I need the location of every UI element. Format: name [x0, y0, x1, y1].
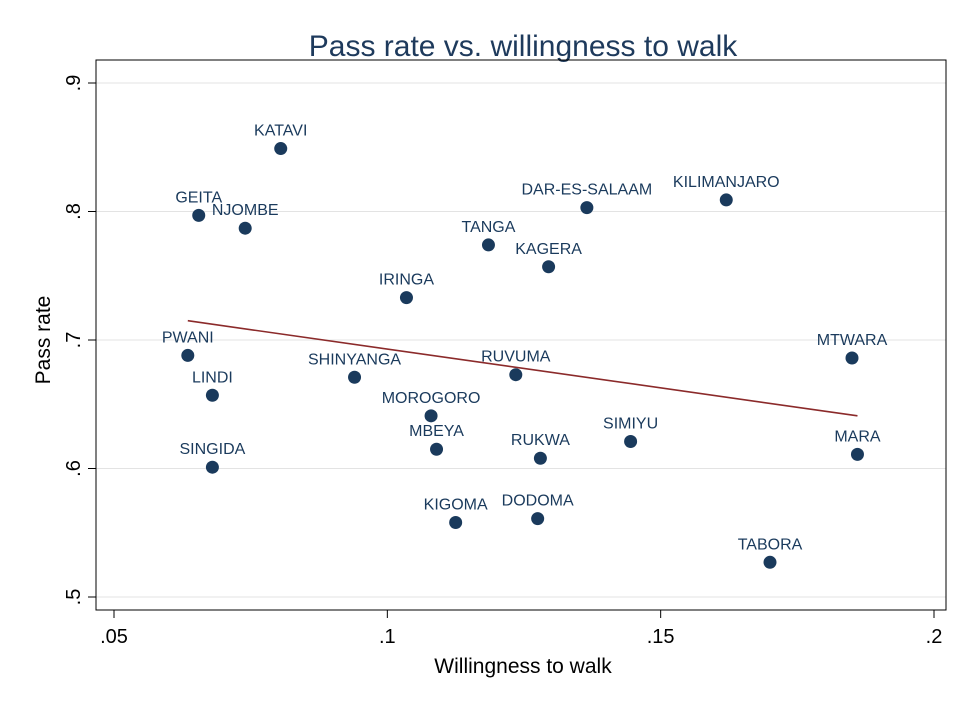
chart-title: Pass rate vs. willingness to walk — [309, 30, 738, 63]
data-point-label: SINGIDA — [180, 441, 246, 458]
x-tick-label: .05 — [100, 626, 128, 648]
data-point-label: LINDI — [192, 369, 233, 386]
data-point-label: KIGOMA — [424, 496, 488, 513]
plot-frame — [95, 59, 947, 611]
data-point-label: RUVUMA — [481, 349, 551, 366]
data-point — [205, 388, 219, 402]
data-point — [238, 221, 252, 235]
fit-line-group — [187, 319, 858, 417]
y-tick-label: .7 — [63, 332, 85, 349]
data-point — [481, 238, 495, 252]
data-point — [624, 435, 638, 449]
data-point-label: MOROGORO — [382, 390, 481, 407]
data-point — [430, 442, 444, 456]
x-tick-label: .2 — [926, 626, 943, 648]
x-tick-label: .1 — [379, 626, 396, 648]
data-point — [542, 260, 556, 274]
y-tick-label: .6 — [63, 460, 85, 477]
data-point — [531, 512, 545, 526]
data-point-label: MARA — [834, 428, 881, 445]
data-point — [424, 409, 438, 423]
data-point-label: GEITA — [175, 189, 222, 206]
data-point-label: MBEYA — [409, 423, 464, 440]
data-point — [719, 193, 733, 207]
data-point-label: SIMIYU — [603, 416, 658, 433]
data-point-label: TABORA — [738, 536, 803, 553]
data-point-label: DODOMA — [502, 493, 574, 510]
data-point-label: KAGERA — [515, 241, 582, 258]
x-tick-label: .15 — [647, 626, 675, 648]
data-point-label: KATAVI — [254, 123, 307, 140]
y-tick-label: .5 — [63, 589, 85, 606]
data-point-label: IRINGA — [379, 272, 434, 289]
data-point — [205, 460, 219, 474]
y-tick-label: .8 — [63, 203, 85, 220]
y-tick-label: .9 — [63, 75, 85, 92]
axes: .05 .1 .15 .2 .5 .6 .7 .8 .9 — [63, 75, 942, 648]
data-point — [533, 451, 547, 465]
data-point — [763, 555, 777, 569]
data-point — [181, 348, 195, 362]
data-point — [274, 142, 288, 156]
data-point-label: PWANI — [162, 329, 214, 346]
data-point-label: NJOMBE — [212, 202, 279, 219]
data-point-label: TANGA — [461, 219, 515, 236]
fit-line — [187, 319, 858, 417]
data-point — [509, 368, 523, 382]
data-point — [580, 201, 594, 215]
data-point — [192, 208, 206, 222]
grid-lines — [96, 82, 946, 598]
data-point — [850, 447, 864, 461]
data-point-label: MTWARA — [817, 332, 888, 349]
data-point — [348, 370, 362, 384]
data-point-label: KILIMANJARO — [673, 174, 780, 191]
data-point-label: SHINYANGA — [308, 351, 401, 368]
x-axis-label: Willingness to walk — [434, 655, 612, 678]
data-point — [449, 515, 463, 529]
data-point-label: RUKWA — [511, 432, 570, 449]
data-point-label: DAR-ES-SALAAM — [522, 182, 653, 199]
data-point — [845, 351, 859, 365]
data-point — [399, 291, 413, 305]
y-axis-label: Pass rate — [32, 296, 55, 385]
